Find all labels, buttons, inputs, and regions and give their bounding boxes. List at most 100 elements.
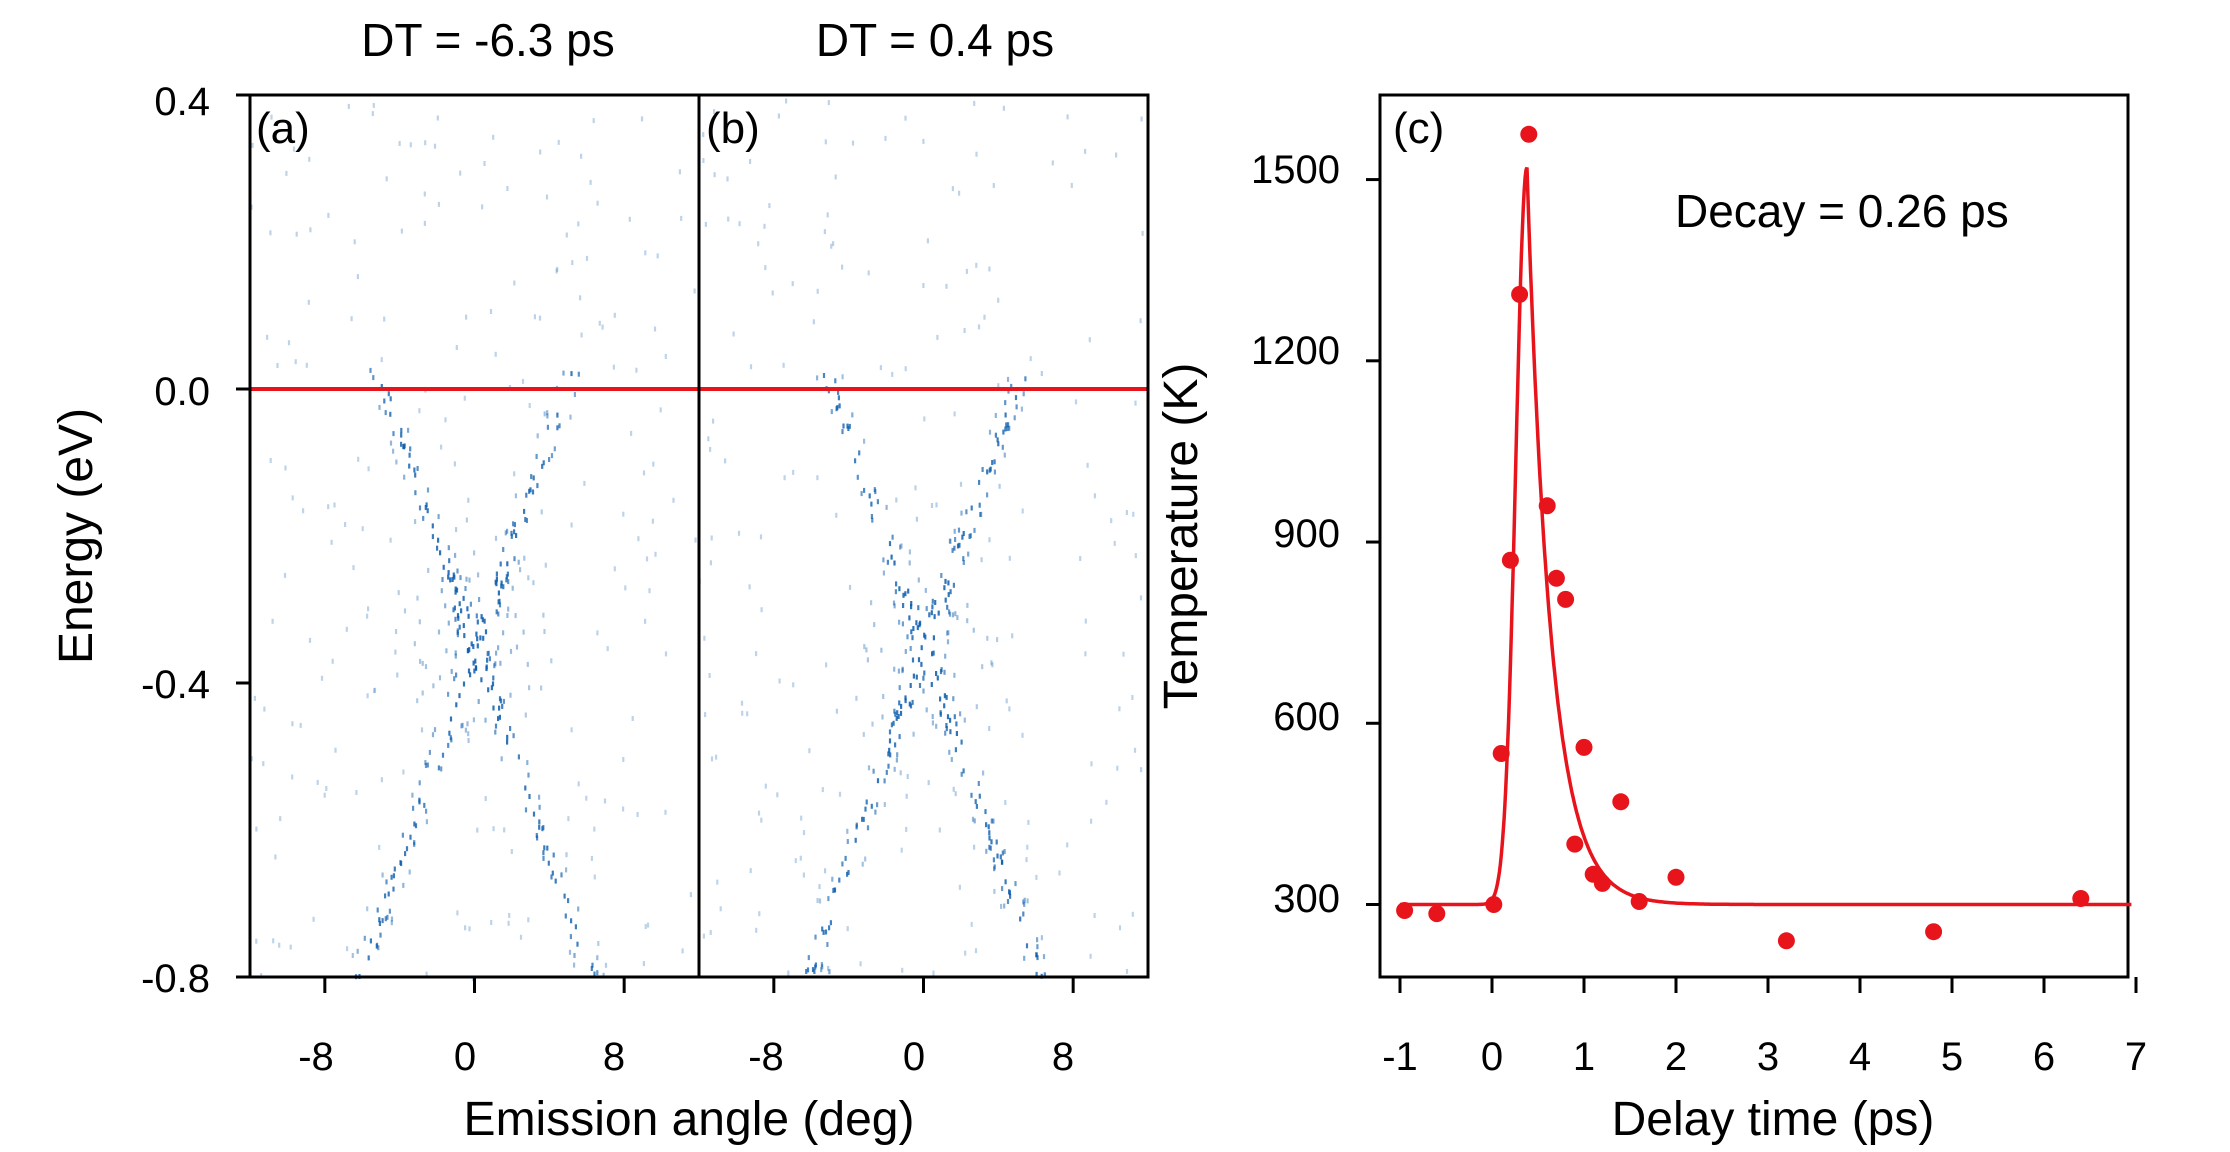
intensity-count xyxy=(490,685,493,691)
intensity-count xyxy=(1134,400,1137,406)
intensity-count xyxy=(957,527,961,533)
intensity-count xyxy=(500,580,503,586)
intensity-count xyxy=(1008,706,1011,712)
intensity-count xyxy=(467,497,470,503)
intensity-count xyxy=(997,441,1000,447)
intensity-count xyxy=(841,264,844,270)
intensity-count xyxy=(811,967,815,973)
intensity-count xyxy=(302,508,305,514)
intensity-count xyxy=(1008,425,1011,431)
intensity-count xyxy=(759,534,763,540)
intensity-count xyxy=(827,965,830,971)
intensity-count xyxy=(923,416,926,422)
intensity-count xyxy=(480,614,483,620)
intensity-count xyxy=(863,438,866,444)
intensity-count xyxy=(403,443,406,449)
intensity-count xyxy=(383,398,386,404)
intensity-count xyxy=(837,395,840,401)
intensity-count xyxy=(931,598,934,604)
intensity-count xyxy=(570,371,573,377)
intensity-count xyxy=(901,967,904,973)
intensity-count xyxy=(1003,452,1006,458)
intensity-count xyxy=(593,874,596,880)
intensity-count xyxy=(485,664,488,670)
intensity-count xyxy=(576,941,579,947)
intensity-count xyxy=(565,232,568,238)
intensity-count xyxy=(543,411,546,417)
intensity-count xyxy=(450,668,453,674)
intensity-count xyxy=(511,585,514,591)
intensity-count xyxy=(472,717,475,723)
intensity-count xyxy=(885,504,888,510)
intensity-count xyxy=(381,918,384,924)
delay-tick-label: -1 xyxy=(1382,1035,1418,1079)
intensity-count xyxy=(499,660,502,666)
intensity-count xyxy=(737,530,741,536)
intensity-count xyxy=(949,538,952,544)
intensity-count xyxy=(266,334,269,340)
intensity-count xyxy=(659,407,662,413)
intensity-count xyxy=(471,976,474,982)
panel-a-title: DT = -6.3 ps xyxy=(361,14,615,66)
intensity-count xyxy=(526,661,529,667)
intensity-count xyxy=(356,274,359,280)
intensity-count xyxy=(1110,518,1113,524)
intensity-count xyxy=(597,941,600,946)
intensity-count xyxy=(952,696,955,702)
intensity-count xyxy=(570,727,573,733)
intensity-count xyxy=(894,589,897,595)
intensity-count xyxy=(466,606,469,612)
intensity-count xyxy=(467,738,470,743)
intensity-count xyxy=(827,100,830,106)
intensity-count xyxy=(973,818,976,824)
intensity-count xyxy=(451,577,454,582)
intensity-count xyxy=(454,650,457,656)
intensity-count xyxy=(528,794,531,799)
panel-b-label: (b) xyxy=(706,104,760,153)
intensity-count xyxy=(460,723,463,729)
intensity-count xyxy=(574,924,577,930)
intensity-count xyxy=(1029,356,1032,362)
intensity-count xyxy=(678,169,681,175)
intensity-count xyxy=(906,774,909,779)
intensity-count xyxy=(601,324,604,330)
intensity-count xyxy=(898,700,901,706)
intensity-count xyxy=(1084,651,1087,657)
intensity-count xyxy=(860,491,863,497)
intensity-count xyxy=(848,423,851,429)
intensity-count xyxy=(604,962,608,968)
intensity-count xyxy=(424,505,427,510)
intensity-count xyxy=(585,255,589,261)
intensity-count xyxy=(851,412,854,418)
intensity-count xyxy=(664,651,668,657)
intensity-count xyxy=(556,266,559,272)
intensity-count xyxy=(777,113,780,119)
intensity-count xyxy=(897,668,900,674)
intensity-count xyxy=(455,527,458,533)
intensity-count xyxy=(642,470,646,476)
intensity-count xyxy=(456,630,459,635)
intensity-count xyxy=(956,543,960,549)
intensity-count xyxy=(521,378,525,384)
intensity-count xyxy=(507,579,510,585)
intensity-count xyxy=(424,664,428,670)
intensity-count xyxy=(409,446,412,452)
intensity-count xyxy=(542,460,545,466)
intensity-count xyxy=(824,929,828,935)
intensity-count xyxy=(542,855,545,861)
intensity-count xyxy=(986,492,989,498)
intensity-count xyxy=(285,170,288,176)
intensity-count xyxy=(463,633,466,639)
intensity-count xyxy=(418,505,422,511)
intensity-count xyxy=(423,802,426,808)
intensity-count xyxy=(975,151,978,157)
temperature-tick-label: 600 xyxy=(1273,695,1340,739)
intensity-count xyxy=(978,793,981,799)
intensity-count xyxy=(792,469,795,475)
intensity-count xyxy=(904,695,907,701)
intensity-count xyxy=(531,489,535,495)
intensity-count xyxy=(644,924,647,930)
intensity-count xyxy=(488,656,491,662)
delay-tick-label: 3 xyxy=(1757,1035,1779,1079)
intensity-count xyxy=(333,502,336,508)
